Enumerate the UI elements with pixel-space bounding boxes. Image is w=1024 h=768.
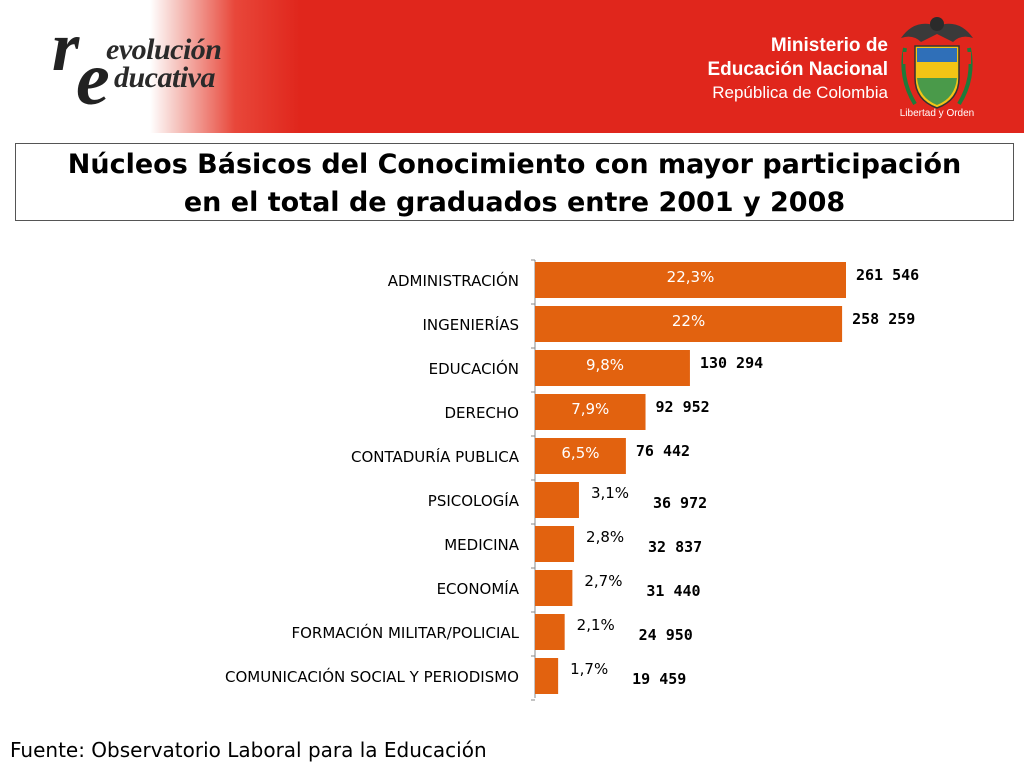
ministry-line-2: Educación Nacional <box>707 59 888 80</box>
bar <box>535 570 573 606</box>
category-label: COMUNICACIÓN SOCIAL Y PERIODISMO <box>225 667 519 686</box>
chart-title-line-2: en el total de graduados entre 2001 y 20… <box>183 187 846 218</box>
category-label: DERECHO <box>445 404 520 422</box>
category-label: MEDICINA <box>444 536 520 554</box>
percent-label: 3,1% <box>591 484 629 502</box>
bar <box>535 526 575 562</box>
crest-motto: Libertad y Orden <box>899 108 975 119</box>
category-label: ECONOMÍA <box>437 579 520 598</box>
percent-label: 2,8% <box>586 528 624 546</box>
percent-label: 7,9% <box>571 400 609 418</box>
category-label: EDUCACIÓN <box>429 359 519 378</box>
bar-chart: ADMINISTRACIÓN 22,3% 261 546 INGENIERÍAS 22%… <box>225 259 919 701</box>
header-banner: r e evolución ducativa Ministerio de Edu… <box>0 0 1024 133</box>
logo-word-1: evolución <box>106 33 222 66</box>
value-label: 92 952 <box>656 398 710 416</box>
category-label: FORMACIÓN MILITAR/POLICIAL <box>291 623 519 642</box>
value-label: 19 459 <box>632 670 686 688</box>
category-label: CONTADURÍA PUBLICA <box>351 447 520 466</box>
bar <box>535 614 565 650</box>
bar <box>535 394 646 430</box>
logo-initial-r: r <box>52 9 80 86</box>
logo-initial-e: e <box>76 37 110 121</box>
bar <box>535 350 690 386</box>
percent-label: 9,8% <box>586 356 624 374</box>
value-label: 258 259 <box>852 310 915 328</box>
source-note: Fuente: Observatorio Laboral para la Edu… <box>10 738 487 762</box>
ministry-line-3: República de Colombia <box>712 83 888 102</box>
percent-label: 2,1% <box>577 616 615 634</box>
value-label: 76 442 <box>636 442 690 460</box>
ministry-name: Ministerio de Educación Nacional Repúbli… <box>707 34 888 104</box>
bar <box>535 482 579 518</box>
percent-label: 22% <box>672 312 705 330</box>
chart-title-line-1: Núcleos Básicos del Conocimiento con may… <box>67 149 962 180</box>
value-label: 261 546 <box>856 266 919 284</box>
percent-label: 22,3% <box>667 268 715 286</box>
revolucion-educativa-logo: r e evolución ducativa <box>48 9 278 121</box>
logo-word-2: ducativa <box>114 61 216 94</box>
value-label: 32 837 <box>648 538 702 556</box>
percent-label: 1,7% <box>570 660 608 678</box>
value-label: 31 440 <box>646 582 700 600</box>
chart-title-box: Núcleos Básicos del Conocimiento con may… <box>15 143 1014 221</box>
percent-label: 6,5% <box>561 444 599 462</box>
bar <box>535 658 559 694</box>
category-label: INGENIERÍAS <box>423 315 520 334</box>
value-label: 24 950 <box>639 626 693 644</box>
bar <box>535 306 843 342</box>
bar <box>535 262 846 298</box>
bar <box>535 438 626 474</box>
colombia-coat-of-arms-icon <box>901 17 973 109</box>
value-label: 130 294 <box>700 354 763 372</box>
category-label: ADMINISTRACIÓN <box>388 271 519 290</box>
percent-label: 2,7% <box>584 572 622 590</box>
category-label: PSICOLOGÍA <box>428 491 520 510</box>
value-label: 36 972 <box>653 494 707 512</box>
ministry-line-1: Ministerio de <box>770 35 888 56</box>
